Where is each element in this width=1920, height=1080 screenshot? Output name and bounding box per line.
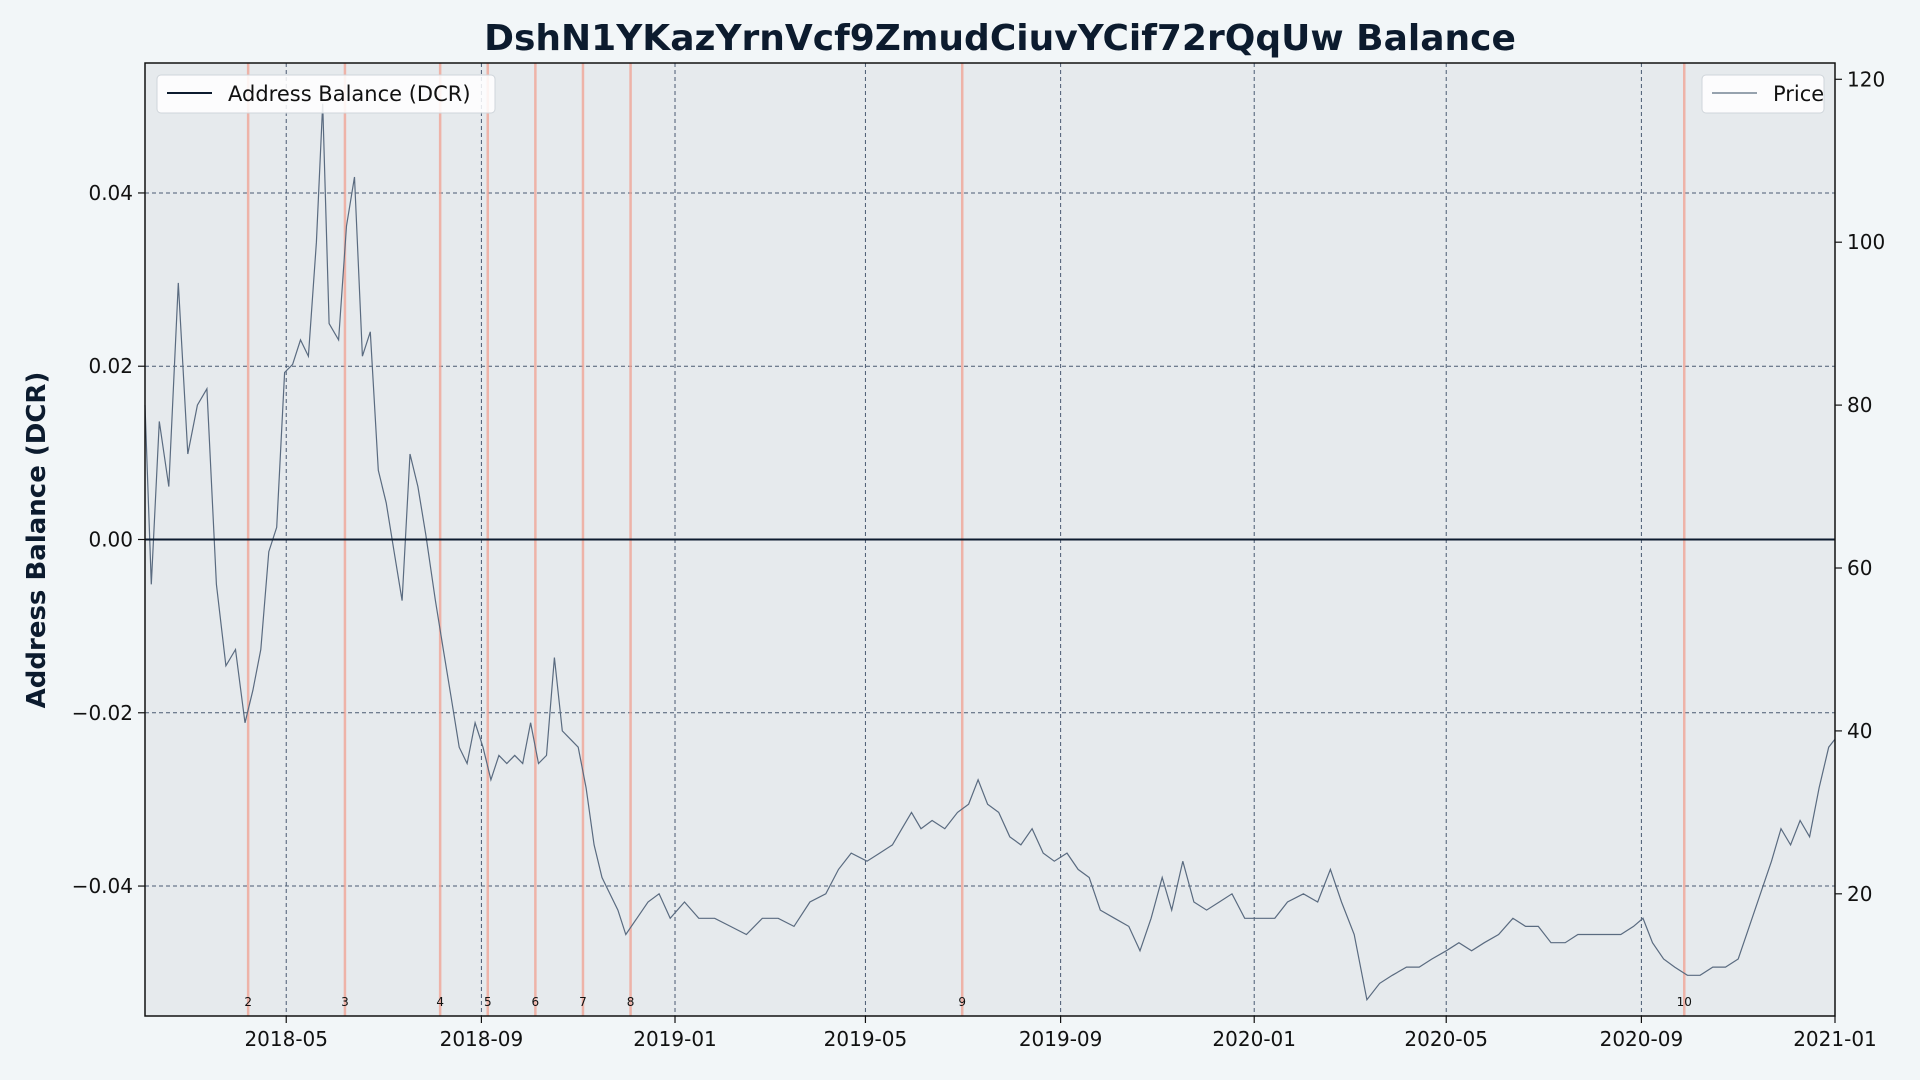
event-label: 2 — [244, 995, 252, 1009]
x-tick-label: 2019-09 — [1019, 1027, 1103, 1051]
x-tick-label: 2021-01 — [1793, 1027, 1877, 1051]
x-tick-label: 2019-01 — [633, 1027, 717, 1051]
event-label: 7 — [579, 995, 587, 1009]
legend-label: Price — [1773, 82, 1824, 106]
series-group — [144, 103, 1836, 1002]
y-right-tick-label: 40 — [1847, 719, 1872, 743]
legend-box — [156, 74, 496, 114]
y-left-tick-label: 0.00 — [88, 528, 133, 552]
y-right-tick-label: 60 — [1847, 556, 1872, 580]
event-label: 8 — [627, 995, 635, 1009]
legend-box — [1701, 74, 1825, 114]
y-right-tick-label: 100 — [1847, 230, 1885, 254]
y-right-tick-label: 120 — [1847, 67, 1885, 91]
x-tick-label: 2020-01 — [1212, 1027, 1296, 1051]
event-label: 5 — [484, 995, 492, 1009]
event-label: 4 — [436, 995, 444, 1009]
y-right-tick-label: 80 — [1847, 393, 1872, 417]
x-tick-label: 2018-09 — [440, 1027, 524, 1051]
y-left-tick-label: −0.02 — [72, 701, 133, 725]
axis-ticks: 2018-05 2018-09 2019-01 2019-05 2019-09 2020-… — [72, 67, 1885, 1051]
x-tick-label: 2020-05 — [1404, 1027, 1488, 1051]
event-label: 9 — [958, 995, 966, 1009]
event-label: 3 — [341, 995, 349, 1009]
chart-title: DshN1YKazYrnVcf9ZmudCiuvYCif72rQqUw Bala… — [484, 18, 1516, 59]
y-right-tick-label: 20 — [1847, 882, 1872, 906]
legend-balance: Address Balance (DCR) — [156, 74, 496, 114]
x-tick-label: 2020-09 — [1600, 1027, 1684, 1051]
legend-label: Address Balance (DCR) — [228, 82, 471, 106]
x-tick-label: 2018-05 — [244, 1027, 328, 1051]
legend-price: Price — [1701, 74, 1825, 114]
event-label: 10 — [1677, 995, 1692, 1009]
y-left-tick-label: 0.02 — [88, 354, 133, 378]
y-left-tick-label: 0.04 — [88, 181, 133, 205]
legends: Address Balance (DCR) Price — [156, 74, 1825, 114]
y-left-tick-label: −0.04 — [72, 874, 133, 898]
y-axis-label: Address Balance (DCR) — [22, 372, 52, 709]
x-tick-label: 2019-05 — [824, 1027, 908, 1051]
price-line — [144, 103, 1836, 1002]
event-label: 6 — [532, 995, 540, 1009]
